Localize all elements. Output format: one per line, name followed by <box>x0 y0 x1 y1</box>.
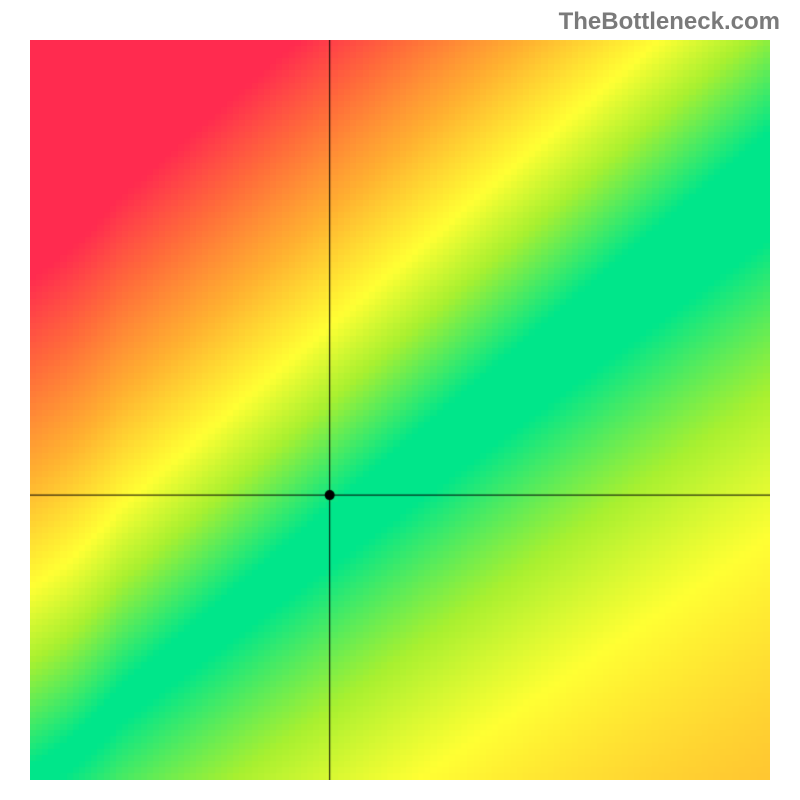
heatmap-plot <box>30 40 770 780</box>
watermark-text: TheBottleneck.com <box>559 8 780 36</box>
heatmap-canvas <box>30 40 770 780</box>
